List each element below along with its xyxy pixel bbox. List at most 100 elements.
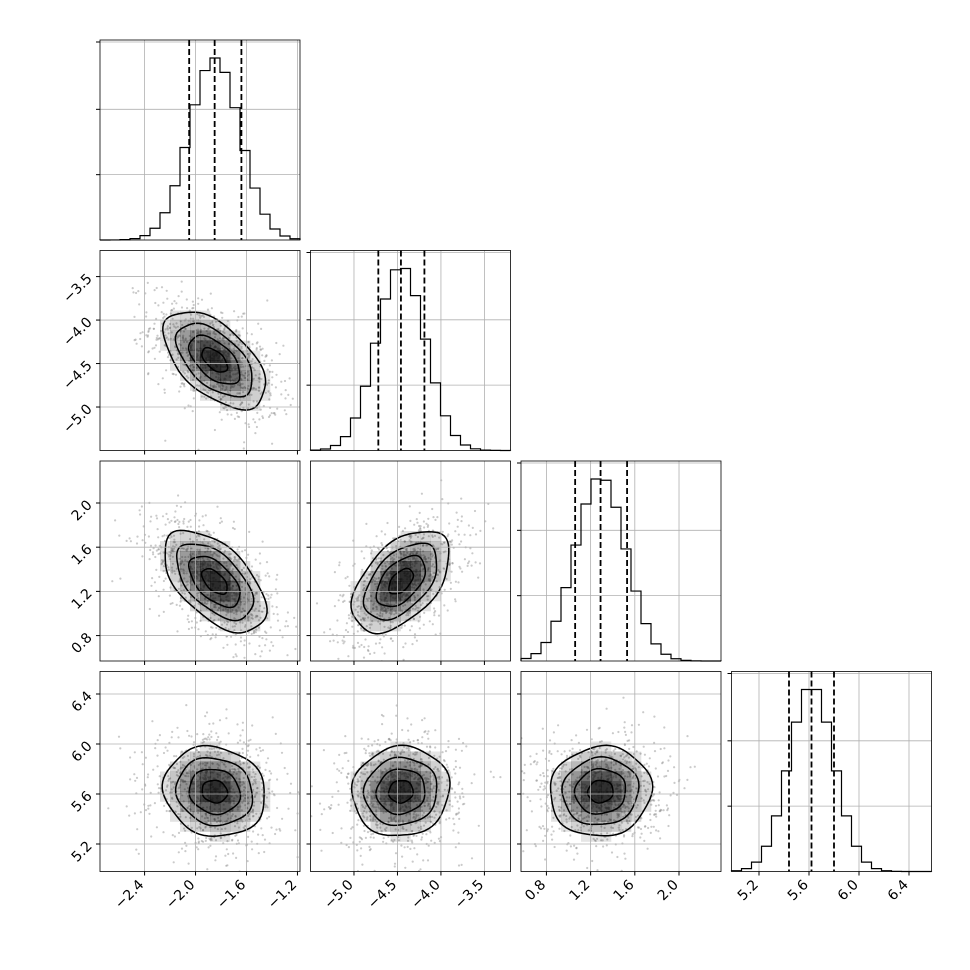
scatter-point [266, 806, 269, 809]
scatter-point [389, 557, 392, 561]
scatter-point [236, 415, 239, 418]
scatter-point [294, 647, 297, 651]
scatter-point [305, 633, 307, 635]
scatter-point [253, 775, 256, 778]
scatter-point [198, 525, 201, 528]
scatter-point [254, 432, 257, 435]
density-cell [200, 741, 211, 752]
scatter-point [175, 801, 178, 804]
scatter-point [409, 847, 412, 851]
scatter-point [230, 348, 233, 351]
density-cell [230, 581, 241, 592]
scatter-point [266, 617, 269, 620]
scatter-point [241, 327, 244, 330]
density-cell [180, 751, 191, 762]
scatter-point [186, 786, 190, 790]
scatter-point [180, 779, 183, 782]
scatter-point [448, 563, 451, 566]
scatter-point [223, 327, 226, 330]
scatter-point [197, 534, 200, 537]
scatter-point [260, 610, 263, 613]
density-cell [200, 310, 211, 321]
scatter-point [243, 644, 246, 647]
scatter-point [157, 552, 160, 556]
scatter-point [250, 625, 253, 628]
scatter-point [246, 796, 249, 800]
scatter-point [218, 606, 221, 610]
scatter-point [172, 547, 176, 550]
scatter-point [238, 777, 241, 781]
scatter-point [368, 652, 372, 656]
scatter-point [443, 541, 446, 544]
scatter-point [429, 771, 432, 775]
scatter-point [181, 351, 184, 354]
scatter-point [197, 332, 200, 335]
scatter-point [448, 522, 451, 525]
scatter-point [179, 562, 182, 565]
scatter-point [388, 817, 391, 820]
scatter-point [174, 345, 177, 348]
density-cell [360, 611, 371, 622]
scatter-point [343, 640, 346, 643]
scatter-point [363, 810, 366, 813]
scatter-point [382, 837, 385, 840]
scatter-point [433, 754, 436, 757]
scatter-point [412, 752, 415, 756]
scatter-point [252, 386, 255, 389]
scatter-point [264, 574, 267, 577]
scatter-point [271, 790, 274, 793]
scatter-point [375, 577, 378, 580]
scatter-point [235, 613, 238, 616]
scatter-point [187, 862, 190, 865]
scatter-point [423, 804, 426, 808]
scatter-point [458, 766, 462, 769]
scatter-point [422, 811, 425, 814]
density-cell [220, 581, 231, 592]
scatter-point [218, 548, 221, 551]
scatter-point [174, 520, 177, 523]
scatter-point [147, 373, 150, 376]
scatter-point [267, 779, 271, 782]
scatter-point [430, 788, 434, 791]
density-cell [350, 591, 361, 602]
scatter-point [236, 822, 239, 825]
scatter-point [133, 339, 136, 342]
scatter-point [394, 852, 398, 855]
scatter-point [190, 313, 193, 316]
density-cell [210, 330, 221, 341]
scatter-point [242, 447, 245, 450]
scatter-point [238, 778, 241, 781]
scatter-point [367, 645, 370, 648]
scatter-point [177, 851, 180, 854]
scatter-point [213, 384, 216, 387]
scatter-point [147, 350, 150, 353]
scatter-point [244, 625, 247, 628]
density-cell [210, 591, 221, 602]
scatter-point [457, 581, 460, 584]
density-cell [240, 791, 251, 802]
scatter-point [355, 812, 358, 815]
scatter-point [413, 596, 417, 599]
scatter-point [207, 846, 210, 849]
scatter-point [388, 562, 391, 565]
scatter-point [168, 537, 171, 540]
scatter-point [388, 767, 391, 770]
scatter-point [225, 561, 228, 564]
scatter-point [432, 571, 435, 575]
scatter-point [233, 768, 236, 771]
scatter-point [191, 369, 194, 372]
scatter-point [226, 620, 229, 623]
scatter-point [175, 567, 178, 570]
density-cell [370, 621, 381, 632]
scatter-point [226, 390, 229, 393]
scatter-point [182, 568, 185, 571]
density-cell [250, 591, 261, 602]
density-cell [160, 781, 171, 792]
scatter-point [164, 334, 167, 337]
scatter-point [222, 339, 225, 342]
scatter-point [172, 534, 176, 537]
scatter-point [460, 540, 463, 543]
scatter-point [181, 608, 184, 611]
scatter-point [177, 812, 180, 816]
scatter-point [239, 403, 242, 406]
